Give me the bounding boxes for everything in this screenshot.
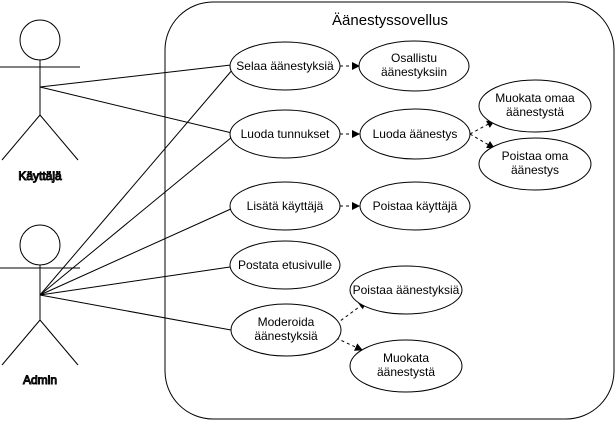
use-case-label: Selaa äänestyksiä: [236, 59, 334, 73]
use-case-label: Luoda tunnukset: [241, 127, 330, 141]
use-case-post-frontpage: Postata etusivulle: [229, 240, 341, 290]
actor-right-leg: [39, 114, 79, 161]
assoc-admin-browse: [39, 68, 234, 296]
actor-right-leg: [39, 319, 79, 366]
actor-label: Admin: [23, 373, 57, 387]
use-case-label: Muokata äänestystä: [377, 351, 435, 379]
use-case-edit-vote: Muokata äänestystä: [349, 339, 463, 393]
assoc-user-browse: [39, 64, 232, 88]
actor-label: Käyttäjä: [18, 169, 62, 183]
actor-admin: Admin: [0, 224, 80, 388]
system-title: Äänestyssovellus: [332, 12, 448, 29]
assoc-user-create-account: [39, 86, 233, 134]
dep-create-vote-edit-own: [469, 120, 495, 135]
actor-head: [19, 19, 61, 61]
use-case-label: Luoda äänestys: [373, 127, 458, 141]
use-case-participate: Osallistu äänestyksiin: [358, 40, 470, 92]
use-case-create-account: Luoda tunnukset: [229, 109, 341, 159]
dep-create-vote-delete-own: [469, 133, 495, 149]
dep-moderate-delete-votes: [335, 301, 367, 325]
use-case-label: Moderoida äänestyksiä: [254, 315, 318, 343]
use-case-add-user: Lisätä käyttäjä: [229, 181, 341, 231]
assoc-admin-moderate: [39, 294, 232, 331]
use-case-label: Poistaa äänestyksiä: [353, 283, 460, 297]
use-case-delete-votes: Poistaa äänestyksiä: [349, 265, 463, 315]
actor-user: Käyttäjä: [0, 19, 80, 184]
use-case-label: Osallistu äänestyksiin: [381, 51, 447, 79]
use-case-label: Lisätä käyttäjä: [247, 199, 324, 213]
use-case-delete-user: Poistaa käyttäjä: [359, 181, 471, 231]
dep-moderate-edit-vote: [335, 337, 363, 351]
use-case-label: Muokata omaa äänestystä: [495, 91, 575, 119]
use-case-label: Poistaa käyttäjä: [373, 199, 458, 213]
use-case-moderate: Moderoida äänestyksiä: [230, 303, 342, 357]
use-case-browse-votes: Selaa äänestyksiä: [229, 41, 341, 91]
actor-left-leg: [1, 114, 41, 161]
use-case-create-vote: Luoda äänestys: [359, 108, 471, 160]
actor-head: [19, 224, 61, 266]
use-case-delete-own-vote: Poistaa oma äänestys: [478, 137, 592, 191]
use-case-label: Postata etusivulle: [238, 258, 332, 272]
use-case-edit-own-vote: Muokata omaa äänestystä: [478, 79, 592, 133]
actor-left-leg: [1, 319, 41, 366]
use-case-label: Poistaa oma äänestys: [502, 149, 569, 177]
assoc-admin-add-user: [39, 207, 234, 296]
assoc-admin-post: [39, 266, 231, 296]
assoc-admin-create-account: [39, 136, 233, 296]
